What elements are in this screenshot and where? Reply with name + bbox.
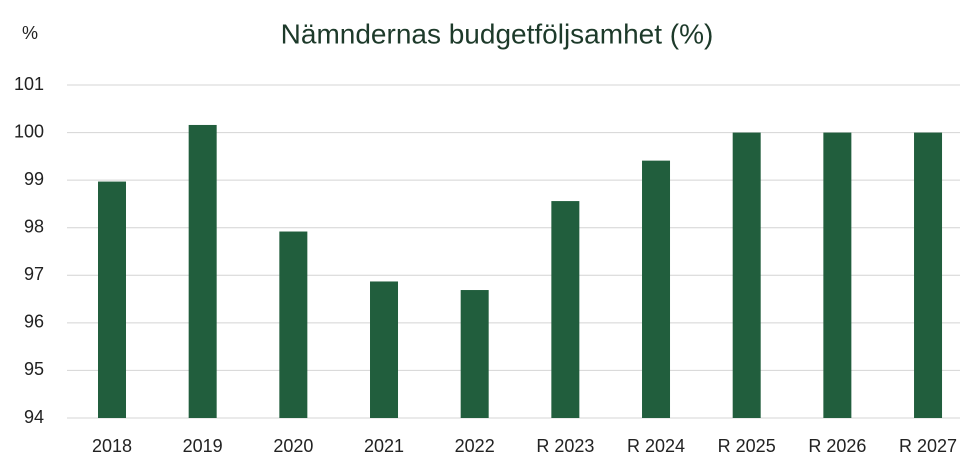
y-tick-label: 101 xyxy=(14,74,44,94)
y-tick-label: 96 xyxy=(24,312,44,332)
y-tick-label: 99 xyxy=(24,169,44,189)
bar xyxy=(460,290,489,418)
y-tick-label: 94 xyxy=(24,407,44,427)
y-tick-label: 100 xyxy=(14,121,44,141)
bar xyxy=(98,181,126,418)
x-tick-label: 2018 xyxy=(92,436,132,456)
bar xyxy=(188,124,217,419)
x-tick-label: R 2023 xyxy=(536,436,594,456)
x-tick-label: R 2024 xyxy=(627,436,685,456)
x-tick-label: R 2025 xyxy=(718,436,776,456)
x-tick-label: R 2027 xyxy=(899,436,957,456)
bar xyxy=(279,231,308,418)
y-axis-label: % xyxy=(22,23,38,43)
x-tick-label: 2019 xyxy=(183,436,223,456)
y-tick-label: 97 xyxy=(24,264,44,284)
bar xyxy=(823,132,852,419)
x-tick-label: R 2026 xyxy=(808,436,866,456)
bar xyxy=(732,132,761,419)
x-tick-label: 2020 xyxy=(273,436,313,456)
chart-title: Nämndernas budgetföljsamhet (%) xyxy=(281,18,714,49)
bar xyxy=(551,201,580,418)
y-tick-label: 98 xyxy=(24,216,44,236)
bar xyxy=(914,132,943,419)
x-tick-label: 2022 xyxy=(455,436,495,456)
bar xyxy=(642,160,671,419)
x-tick-label: 2021 xyxy=(364,436,404,456)
y-tick-label: 95 xyxy=(24,359,44,379)
bar xyxy=(370,281,399,418)
